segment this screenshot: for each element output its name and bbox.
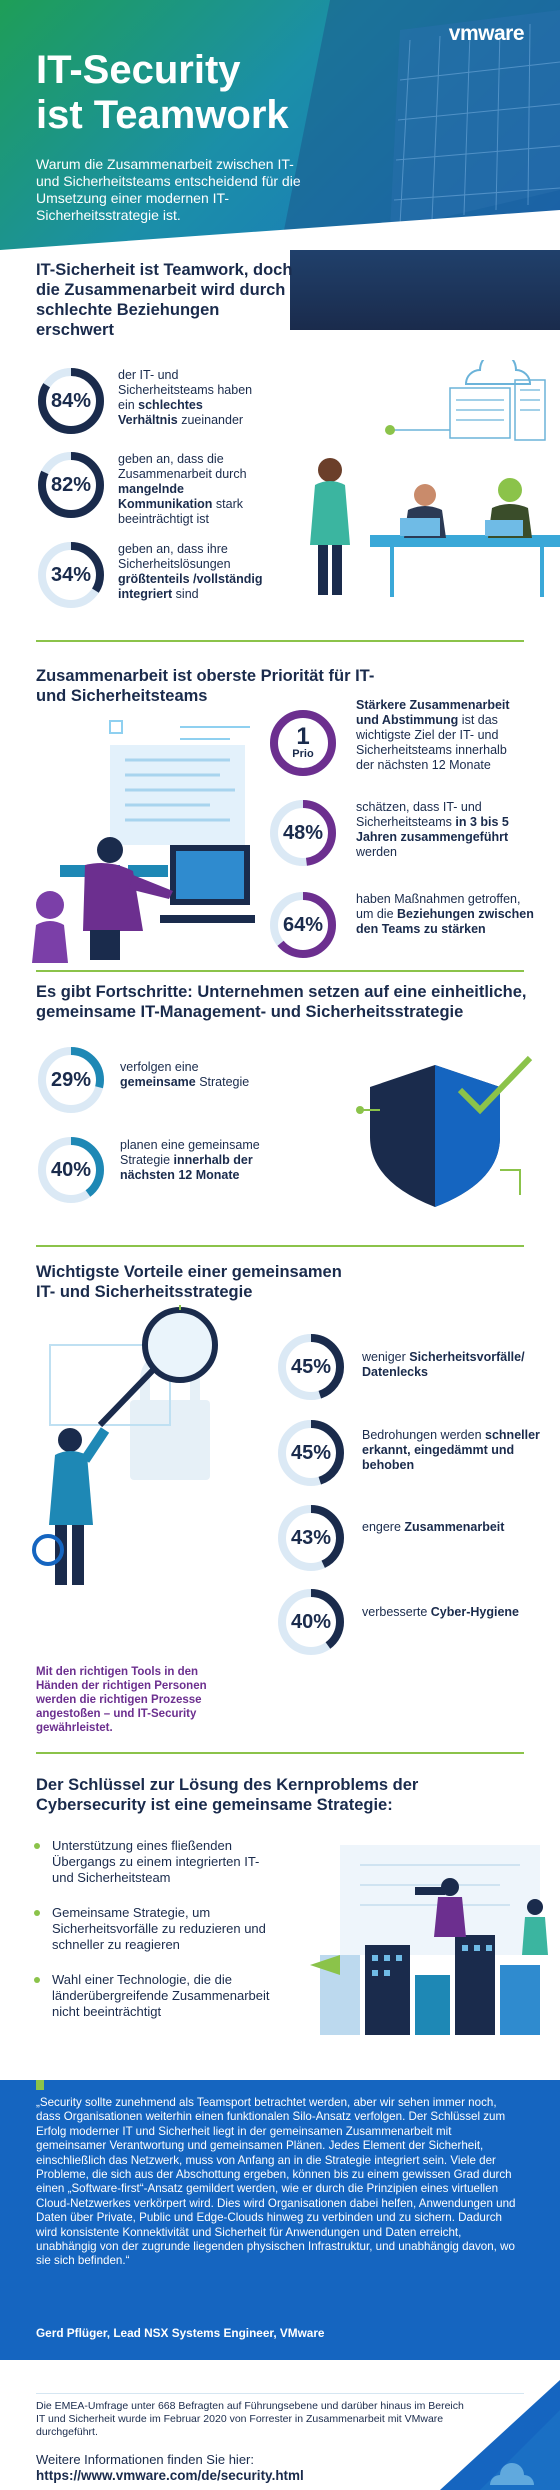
footer-note: Die EMEA-Umfrage unter 668 Befragten auf…	[36, 2400, 464, 2438]
stat-description: verfolgen eine gemeinsame Strategie	[120, 1060, 250, 1089]
stat-ring: 29%	[36, 1045, 106, 1115]
section4-heading: Wichtigste Vorteile einer gemeinsamen IT…	[36, 1263, 342, 1301]
stat-value: 40%	[290, 1610, 332, 1633]
section-divider	[36, 640, 524, 642]
section5-heading: Der Schlüssel zur Lösung des Kernproblem…	[36, 1776, 419, 1814]
section-divider	[36, 1752, 524, 1754]
developer-workstation-illustration	[32, 720, 255, 963]
stat-value: 43%	[290, 1526, 332, 1549]
ring-progress	[270, 800, 336, 866]
list-item: Gemeinsame Strategie, um Sicherheitsvorf…	[34, 1905, 276, 1953]
stat-value: 45%	[290, 1441, 332, 1464]
ring-progress	[38, 368, 104, 434]
stat-ring: 45%	[276, 1332, 346, 1402]
section-divider	[36, 2393, 524, 2394]
section2-heading: Zusammenarbeit ist oberste Priorität für…	[36, 667, 375, 705]
stat-description: geben an, dass ihre Sicherheitslösungen …	[118, 542, 263, 601]
stat-ring: 40%	[276, 1587, 346, 1657]
page-title-line2: ist Teamwork	[36, 93, 289, 137]
stat-ring: 48%	[268, 798, 338, 868]
stat-description: schätzen, dass IT- und Sicherheitsteams …	[356, 800, 509, 859]
stat-ring: 84%	[36, 366, 106, 436]
stat-ring: 82%	[36, 450, 106, 520]
stat-description: haben Maßnahmen getroffen, um die Bezieh…	[356, 892, 534, 936]
list-item: Wahl einer Technologie, die die länderüb…	[34, 1972, 276, 2020]
stat-value: 34%	[50, 563, 92, 586]
stat-description: verbesserte Cyber-Hygiene	[362, 1605, 520, 1619]
section-divider	[36, 1245, 524, 1247]
intro-text: Warum die Zusammenarbeit zwischen IT- un…	[36, 156, 301, 223]
stat-ring: 64%	[268, 890, 338, 960]
quote-box: „Security sollte zunehmend als Teamsport…	[0, 2080, 560, 2360]
quote-author: Gerd Pflüger, Lead NSX Systems Engineer,…	[36, 2326, 325, 2340]
city-skyline-illustration	[310, 1845, 548, 2035]
section4-caption: Mit den richtigen Tools in den Händen de…	[36, 1666, 207, 1734]
ring-progress	[38, 452, 104, 518]
page-title-line1: IT-Security	[36, 48, 241, 92]
list-item: Unterstützung eines fließenden Übergangs…	[34, 1838, 276, 1886]
magnifying-glass-person-illustration	[32, 1305, 218, 1585]
footer-more-label: Weitere Informationen finden Sie hier:	[36, 2452, 254, 2467]
ring-progress	[278, 1505, 344, 1571]
ring-progress	[38, 542, 104, 608]
ring-progress	[278, 1420, 344, 1486]
section-divider	[36, 970, 524, 972]
stat-value: 29%	[50, 1068, 92, 1091]
stat-description: Stärkere Zusammenarbeit und Abstimmung i…	[356, 698, 510, 772]
stat-value: 40%	[50, 1158, 92, 1181]
stat-value: 64%	[282, 913, 324, 936]
team-meeting-illustration	[310, 360, 560, 597]
section1-heading: IT-Sicherheit ist Teamwork, doch die Zus…	[36, 261, 293, 339]
stat-value: 82%	[50, 473, 92, 496]
quote-corner-bar	[36, 2080, 44, 2090]
prio-number: 1	[296, 723, 310, 750]
ring-progress	[270, 710, 336, 776]
header-dark-strip	[290, 250, 560, 330]
stat-description: Bedrohungen werden schneller erkannt, ei…	[362, 1428, 540, 1472]
stat-description: weniger Sicherheitsvorfälle/ Datenlecks	[362, 1350, 525, 1379]
stat-description: engere Zusammenarbeit	[362, 1520, 505, 1534]
stat-description: der IT- und Sicherheitsteams haben ein s…	[118, 368, 253, 427]
stat-value: 45%	[290, 1355, 332, 1378]
quote-text: „Security sollte zunehmend als Teamsport…	[36, 2096, 516, 2268]
ring-progress	[38, 1137, 104, 1203]
section3-heading: Es gibt Fortschritte: Unternehmen setzen…	[36, 983, 527, 1021]
stat-value: 48%	[282, 821, 324, 844]
stat-ring: 43%	[276, 1503, 346, 1573]
header-skyscraper-graphic	[0, 0, 560, 250]
stat-description: geben an, dass die Zusammenarbeit durch …	[118, 452, 247, 526]
ring-progress	[38, 1047, 104, 1113]
stat-ring: 40%	[36, 1135, 106, 1205]
footer-corner-graphic	[440, 2380, 560, 2490]
shield-check-icon	[356, 1055, 533, 1207]
footer-link[interactable]: https://www.vmware.com/de/security.html	[36, 2468, 304, 2483]
ring-progress	[270, 892, 336, 958]
header-banner: vmware IT-Security ist Teamwork Warum di…	[0, 0, 560, 250]
prio-label: Prio	[292, 748, 314, 760]
ring-progress	[278, 1589, 344, 1655]
stat-ring: 34%	[36, 540, 106, 610]
stat-ring: 45%	[276, 1418, 346, 1488]
stat-ring: 1 Prio	[268, 708, 338, 778]
brand-logo: vmware	[448, 22, 525, 45]
ring-progress	[278, 1334, 344, 1400]
stat-value: 84%	[50, 389, 92, 412]
stat-description: planen eine gemeinsame Strategie innerha…	[120, 1138, 260, 1182]
